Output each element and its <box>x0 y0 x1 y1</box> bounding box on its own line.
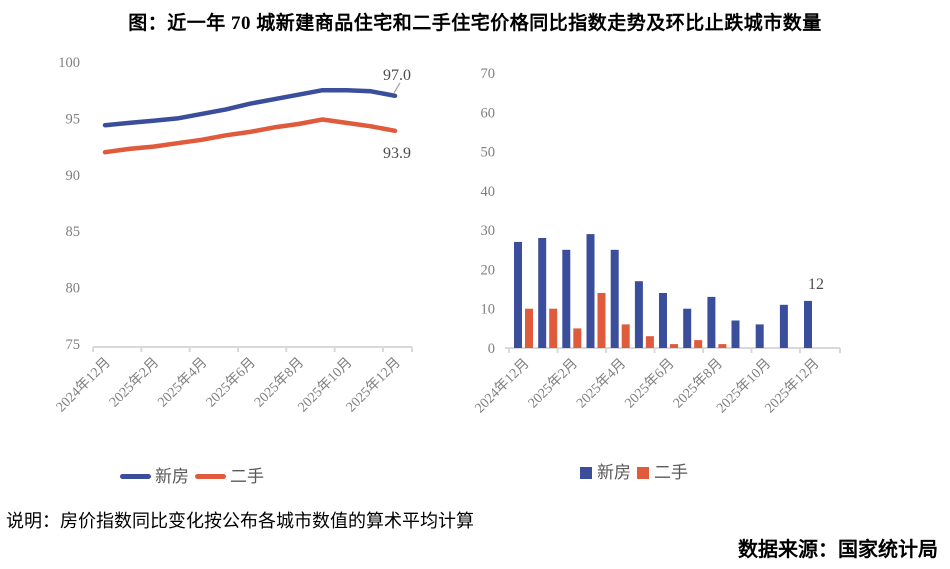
secondhand-bar <box>670 344 678 348</box>
y-axis-label: 100 <box>58 55 80 71</box>
leader-line <box>393 82 401 94</box>
secondhand-bar <box>573 328 582 348</box>
secondhand-bar <box>549 308 558 348</box>
x-axis-label: 2024年12月 <box>472 356 533 417</box>
bar-chart-legend: 新房 二手 <box>580 464 694 481</box>
new-home-line <box>102 87 398 128</box>
new-home-bar <box>514 241 522 348</box>
new-home-bar <box>538 238 547 348</box>
new-home-bar <box>659 293 667 348</box>
legend-label-secondhand: 二手 <box>230 467 264 486</box>
secondhand-bar <box>718 344 727 348</box>
legend-label-new-home: 新房 <box>597 463 631 482</box>
x-axis-label: 2025年6月 <box>203 355 259 411</box>
x-axis-label: 2025年2月 <box>106 355 162 411</box>
line-chart: 75 80 85 90 95 100 2024年12月2025年2月2025年4月2025年… <box>53 55 413 416</box>
new-home-bar <box>779 304 788 348</box>
new-home-bar <box>586 234 595 348</box>
legend-label-secondhand: 二手 <box>654 463 688 482</box>
y-axis-label: 90 <box>66 168 81 184</box>
x-axis-label: 2025年2月 <box>525 356 581 412</box>
secondhand-bar-swatch <box>637 466 649 479</box>
new-home-bar <box>562 249 571 348</box>
secondhand-bar <box>645 336 654 348</box>
secondhand-bar <box>694 340 703 348</box>
x-axis-label: 2024年12月 <box>53 355 114 416</box>
new-home-bar-swatch <box>580 466 592 479</box>
secondhand-line <box>102 117 398 155</box>
secondhand-bar <box>597 293 606 348</box>
y-axis-label: 10 <box>481 302 496 318</box>
legend-label-new-home: 新房 <box>155 467 189 486</box>
y-axis-label: 30 <box>481 223 496 239</box>
page-title: 图：近一年 70 城新建商品住宅和二手住宅价格同比指数走势及环比止跌城市数量 <box>128 13 822 34</box>
y-axis-label: 40 <box>481 184 496 200</box>
x-axis-label: 2025年6月 <box>622 356 678 412</box>
new-home-bar <box>707 296 716 348</box>
secondhand-bar <box>525 308 533 348</box>
new-home-bar <box>634 281 643 348</box>
y-axis-label: 0 <box>488 341 495 357</box>
new-home-bar <box>731 320 740 348</box>
line-chart-legend: 新房 二手 <box>120 468 270 485</box>
y-axis-label: 75 <box>66 337 81 353</box>
new-home-bar <box>683 308 692 348</box>
y-axis-label: 80 <box>66 281 81 297</box>
x-axis-label: 2025年4月 <box>155 355 211 411</box>
secondhand-bar <box>621 324 630 348</box>
x-axis-label: 2025年4月 <box>573 356 629 412</box>
y-axis-label: 85 <box>66 224 81 240</box>
new-home-line-swatch <box>120 474 151 479</box>
y-axis-label: 20 <box>481 262 496 278</box>
y-axis-label: 60 <box>481 105 496 121</box>
bar-chart: 0 10 20 30 40 50 60 70 2024年12月2025年2月2025年4月202… <box>472 66 841 417</box>
bar-value-label: 12 <box>808 276 824 293</box>
secondhand-line-swatch <box>195 474 226 479</box>
new-home-bar <box>804 300 812 348</box>
new-home-bar <box>610 249 619 348</box>
footnote: 说明：房价指数同比变化按公布各城市数值的算术平均计算 <box>6 511 474 531</box>
new-home-bar <box>755 324 764 348</box>
new-home-end-label: 97.0 <box>383 67 411 84</box>
y-axis-label: 70 <box>481 66 496 82</box>
y-axis-label: 50 <box>481 145 496 161</box>
y-axis-label: 95 <box>66 111 81 127</box>
data-source: 数据来源：国家统计局 <box>738 539 938 561</box>
secondhand-end-label: 93.9 <box>383 145 411 162</box>
